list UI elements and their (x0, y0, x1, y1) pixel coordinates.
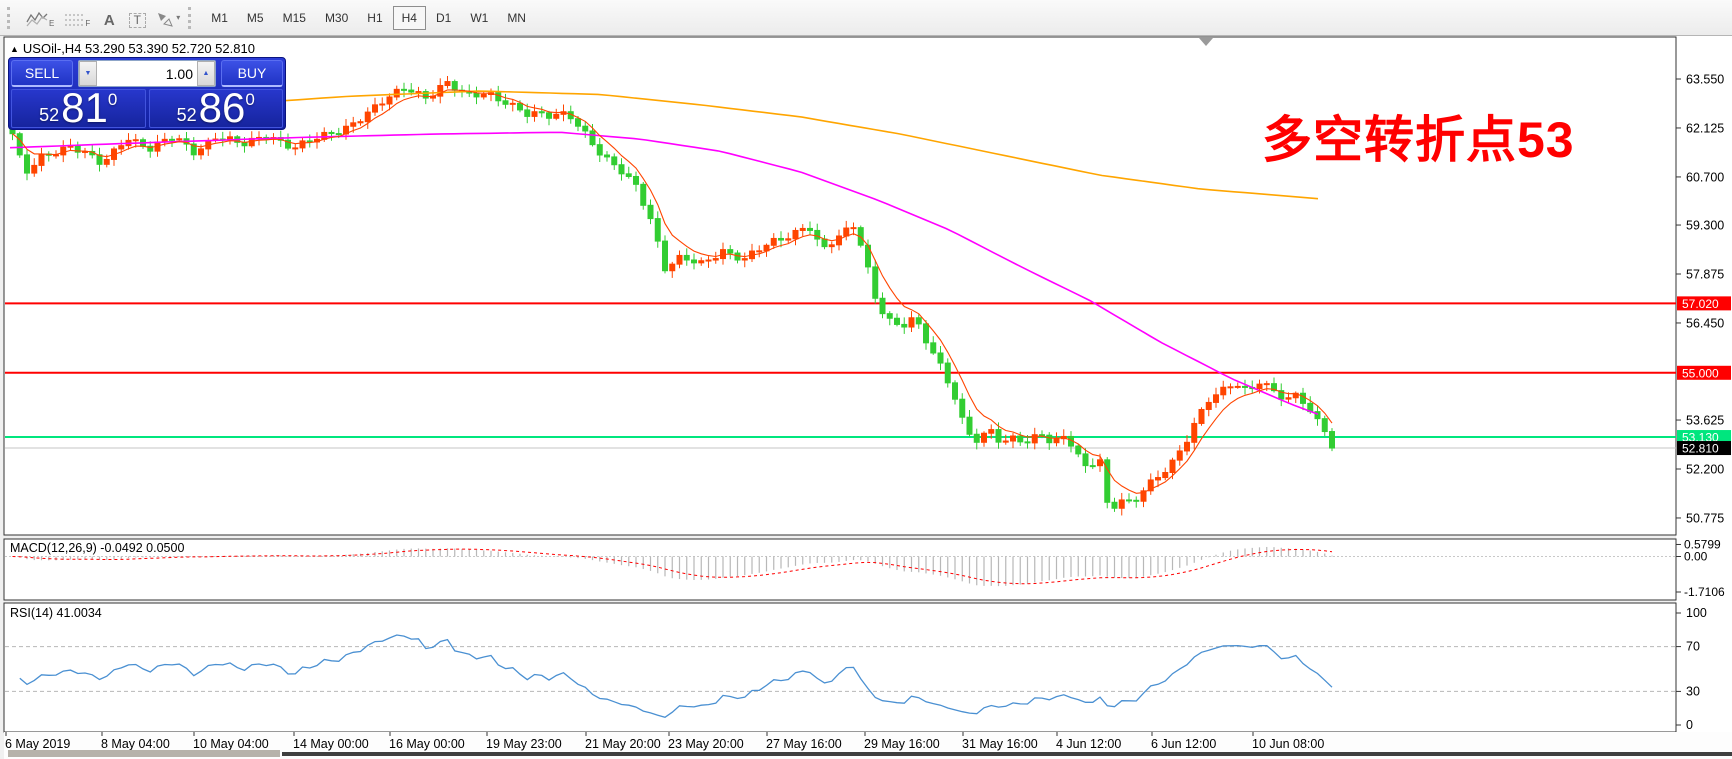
trade-panel-header: SELL ▼ ▲ BUY (11, 60, 283, 87)
svg-text:21 May 20:00: 21 May 20:00 (585, 737, 661, 751)
timeframe-d1[interactable]: D1 (427, 6, 460, 30)
trade-panel-prices: 52 81 0 52 86 0 (11, 84, 283, 131)
macd-indicator (5, 546, 1676, 587)
svg-text:52.810: 52.810 (1682, 442, 1719, 456)
chart-shift-marker[interactable] (1199, 38, 1213, 46)
indicators-icon[interactable]: E (21, 5, 59, 31)
svg-text:59.300: 59.300 (1686, 219, 1724, 233)
svg-text:57.875: 57.875 (1686, 267, 1724, 281)
svg-text:30: 30 (1686, 684, 1700, 698)
svg-text:0: 0 (1686, 718, 1693, 732)
svg-text:53.625: 53.625 (1686, 414, 1724, 428)
svg-text:55.000: 55.000 (1682, 366, 1719, 380)
bid-big-figure: 52 (39, 105, 60, 125)
annotation-text: 多空转折点53 (1262, 112, 1575, 168)
svg-text:0.00: 0.00 (1684, 550, 1708, 564)
svg-text:0.5799: 0.5799 (1684, 537, 1721, 551)
svg-text:50.775: 50.775 (1686, 511, 1724, 525)
svg-text:23 May 20:00: 23 May 20:00 (668, 737, 744, 751)
svg-text:63.550: 63.550 (1686, 73, 1724, 87)
ma-fast-red-line (12, 89, 1333, 494)
svg-text:-1.7106: -1.7106 (1684, 585, 1725, 599)
symbol-ohlc-text: USOil-,H4 53.290 53.390 52.720 52.810 (22, 41, 255, 56)
timeframe-h1[interactable]: H1 (358, 6, 391, 30)
svg-text:14 May 00:00: 14 May 00:00 (293, 737, 369, 751)
ask-price[interactable]: 52 86 0 (148, 84, 283, 131)
toolbar-grip[interactable] (7, 6, 14, 29)
bid-pips: 81 (61, 84, 108, 131)
timeframe-m5[interactable]: M5 (238, 6, 273, 30)
svg-text:4 Jun 12:00: 4 Jun 12:00 (1056, 737, 1121, 751)
svg-text:60.700: 60.700 (1686, 170, 1724, 184)
svg-text:31 May 16:00: 31 May 16:00 (962, 737, 1038, 751)
svg-text:8 May 04:00: 8 May 04:00 (101, 737, 170, 751)
svg-text:16 May 00:00: 16 May 00:00 (389, 737, 465, 751)
timeframe-w1[interactable]: W1 (461, 6, 497, 30)
volume-stepper: ▼ ▲ (78, 60, 216, 87)
ask-pips: 86 (198, 84, 246, 131)
symbol-triangle-icon: ▲ (10, 44, 19, 54)
rsi-indicator (5, 634, 1676, 719)
ma-medium-magenta-line (9, 131, 1319, 415)
horizontal-level-lines[interactable] (5, 302, 1676, 449)
sell-button[interactable]: SELL (11, 60, 73, 87)
timeframe-mn[interactable]: MN (498, 6, 535, 30)
timeframe-m15[interactable]: M15 (274, 6, 315, 30)
ask-point: 0 (245, 90, 255, 109)
svg-text:27 May 16:00: 27 May 16:00 (766, 737, 842, 751)
text-label-icon[interactable]: A (95, 5, 123, 31)
price-axis[interactable]: 63.550 62.125 60.700 59.300 57.875 56.450 53.6… (1676, 73, 1731, 733)
volume-input[interactable] (97, 61, 197, 86)
volume-decrease-button[interactable]: ▼ (79, 61, 97, 86)
grid-icon-sub: F (85, 18, 91, 28)
svg-text:57.020: 57.020 (1682, 297, 1719, 311)
svg-text:6 Jun 12:00: 6 Jun 12:00 (1151, 737, 1216, 751)
rsi-label: RSI(14) 41.0034 (10, 606, 102, 620)
svg-text:6 May 2019: 6 May 2019 (5, 737, 70, 751)
bid-price[interactable]: 52 81 0 (11, 84, 146, 131)
dropdown-caret-icon: ▾ (176, 13, 181, 22)
svg-text:29 May 16:00: 29 May 16:00 (864, 737, 940, 751)
volume-increase-button[interactable]: ▲ (197, 61, 215, 86)
grid-icon[interactable]: F (59, 5, 95, 31)
svg-text:52.200: 52.200 (1686, 462, 1724, 476)
toolbar-grip[interactable] (188, 6, 195, 29)
svg-text:70: 70 (1686, 640, 1700, 654)
time-axis[interactable]: 6 May 2019 8 May 04:00 10 May 04:00 14 May … (5, 732, 1324, 751)
horizontal-scrollbar[interactable] (8, 750, 1732, 757)
svg-text:56.450: 56.450 (1686, 316, 1724, 330)
svg-text:19 May 23:00: 19 May 23:00 (486, 737, 562, 751)
symbol-ohlc-info: ▲ USOil-,H4 53.290 53.390 52.720 52.810 (10, 41, 255, 56)
svg-text:100: 100 (1686, 606, 1707, 620)
svg-text:10 May 04:00: 10 May 04:00 (193, 737, 269, 751)
svg-text:62.125: 62.125 (1686, 121, 1724, 135)
timeframe-h4[interactable]: H4 (392, 5, 426, 30)
timeframe-buttons: M1 M5 M15 M30 H1 H4 D1 W1 MN (202, 5, 536, 30)
indicators-icon-sub: E (49, 18, 55, 28)
arrow-tools-icon[interactable]: ▾ (151, 5, 185, 31)
ask-big-figure: 52 (176, 105, 197, 125)
toolbar: E F A T ▾ M1 M5 M15 M30 H1 H4 D1 W1 MN (0, 0, 1732, 36)
bid-point: 0 (107, 90, 118, 109)
buy-button[interactable]: BUY (221, 60, 283, 87)
timeframe-m1[interactable]: M1 (202, 6, 237, 30)
svg-text:10 Jun 08:00: 10 Jun 08:00 (1252, 737, 1324, 751)
text-box-icon[interactable]: T (123, 5, 151, 31)
macd-label: MACD(12,26,9) -0.0492 0.0500 (10, 541, 185, 555)
timeframe-m30[interactable]: M30 (316, 6, 357, 30)
